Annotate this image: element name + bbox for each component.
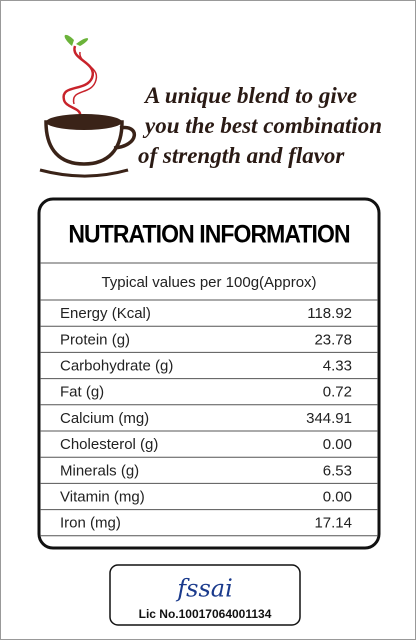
nutrient-value: 17.14	[314, 515, 352, 532]
nutrition-subtitle: Typical values per 100g(Approx)	[101, 274, 316, 291]
nutrient-name: Fat (g)	[60, 384, 104, 401]
nutrient-value: 0.72	[323, 384, 352, 401]
nutrient-name: Minerals (g)	[60, 462, 139, 479]
nutrient-name: Vitamin (mg)	[60, 488, 145, 505]
nutrient-name: Iron (mg)	[60, 515, 121, 532]
nutrient-value: 0.00	[323, 488, 352, 505]
nutrient-name: Calcium (mg)	[60, 410, 149, 427]
nutrient-name: Energy (Kcal)	[60, 305, 151, 322]
nutrient-name: Protein (g)	[60, 331, 130, 348]
nutrient-name: Cholesterol (g)	[60, 436, 158, 453]
nutrition-title: NUTRATION INFORMATION	[68, 221, 349, 249]
nutrient-name: Carbohydrate (g)	[60, 357, 173, 374]
nutrient-value: 344.91	[306, 410, 352, 427]
nutrient-value: 6.53	[323, 462, 352, 479]
nutrition-rows: Energy (Kcal) 118.92 Protein (g) 23.78 Carbo…	[40, 299, 378, 537]
fssai-box	[109, 564, 301, 626]
nutrient-value: 4.33	[323, 357, 352, 374]
nutrient-value: 23.78	[314, 331, 352, 348]
tagline-line: A unique blend to give	[143, 83, 357, 108]
nutrient-value: 0.00	[323, 436, 352, 453]
license-number: Lic No.10017064001134	[139, 607, 272, 621]
fssai-logo: fssai	[175, 575, 233, 603]
nutrient-value: 118.92	[307, 305, 352, 322]
tagline-line: of strength and flavor	[138, 143, 345, 168]
nutrition-box	[37, 197, 381, 550]
cup-logo	[39, 34, 137, 178]
tagline-line: you the best combination	[142, 113, 382, 138]
